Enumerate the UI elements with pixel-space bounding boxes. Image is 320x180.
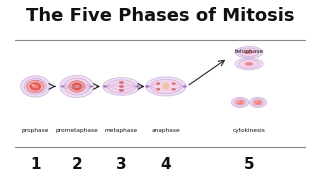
Ellipse shape bbox=[32, 84, 39, 88]
Ellipse shape bbox=[20, 76, 50, 97]
Circle shape bbox=[256, 101, 260, 104]
Circle shape bbox=[238, 101, 243, 104]
Ellipse shape bbox=[103, 78, 140, 95]
Text: 2: 2 bbox=[72, 157, 82, 172]
Ellipse shape bbox=[64, 78, 90, 95]
Text: 3: 3 bbox=[116, 157, 127, 172]
Text: prophase: prophase bbox=[22, 128, 49, 133]
Ellipse shape bbox=[24, 78, 46, 94]
Ellipse shape bbox=[172, 83, 175, 84]
Ellipse shape bbox=[72, 82, 82, 90]
Ellipse shape bbox=[156, 88, 160, 90]
Ellipse shape bbox=[156, 83, 160, 84]
Text: 1: 1 bbox=[30, 157, 41, 172]
Ellipse shape bbox=[172, 88, 175, 90]
Ellipse shape bbox=[249, 97, 267, 107]
Ellipse shape bbox=[235, 58, 263, 70]
Ellipse shape bbox=[27, 80, 44, 93]
Ellipse shape bbox=[238, 101, 243, 104]
Ellipse shape bbox=[119, 85, 124, 87]
Ellipse shape bbox=[252, 99, 264, 106]
Text: metaphase: metaphase bbox=[105, 128, 138, 133]
Ellipse shape bbox=[239, 48, 260, 57]
Ellipse shape bbox=[162, 83, 170, 90]
Text: cytokinesis: cytokinesis bbox=[233, 128, 266, 133]
Ellipse shape bbox=[60, 75, 94, 98]
Text: prometaphase: prometaphase bbox=[55, 128, 98, 133]
Ellipse shape bbox=[238, 101, 240, 102]
Circle shape bbox=[103, 85, 107, 88]
Ellipse shape bbox=[119, 89, 124, 91]
Ellipse shape bbox=[231, 97, 249, 107]
Ellipse shape bbox=[69, 81, 85, 92]
Circle shape bbox=[61, 85, 64, 87]
Ellipse shape bbox=[256, 101, 257, 102]
Ellipse shape bbox=[239, 60, 260, 68]
Text: The Five Phases of Mitosis: The Five Phases of Mitosis bbox=[26, 7, 294, 25]
Ellipse shape bbox=[245, 50, 253, 54]
Ellipse shape bbox=[146, 77, 186, 96]
Text: 4: 4 bbox=[161, 157, 171, 172]
Circle shape bbox=[145, 85, 149, 88]
Ellipse shape bbox=[74, 85, 80, 88]
Ellipse shape bbox=[150, 79, 181, 94]
Text: anaphase: anaphase bbox=[152, 128, 180, 133]
Ellipse shape bbox=[235, 46, 263, 58]
Ellipse shape bbox=[256, 101, 260, 104]
Ellipse shape bbox=[30, 82, 41, 91]
Ellipse shape bbox=[234, 99, 246, 106]
Circle shape bbox=[182, 85, 187, 88]
Circle shape bbox=[136, 85, 140, 88]
Ellipse shape bbox=[31, 84, 35, 86]
Ellipse shape bbox=[119, 82, 124, 84]
Circle shape bbox=[89, 85, 93, 87]
Ellipse shape bbox=[107, 80, 136, 93]
Ellipse shape bbox=[254, 100, 262, 105]
Ellipse shape bbox=[236, 100, 244, 105]
Ellipse shape bbox=[245, 62, 253, 66]
Text: 5: 5 bbox=[244, 157, 254, 172]
Text: telophase: telophase bbox=[235, 49, 264, 53]
